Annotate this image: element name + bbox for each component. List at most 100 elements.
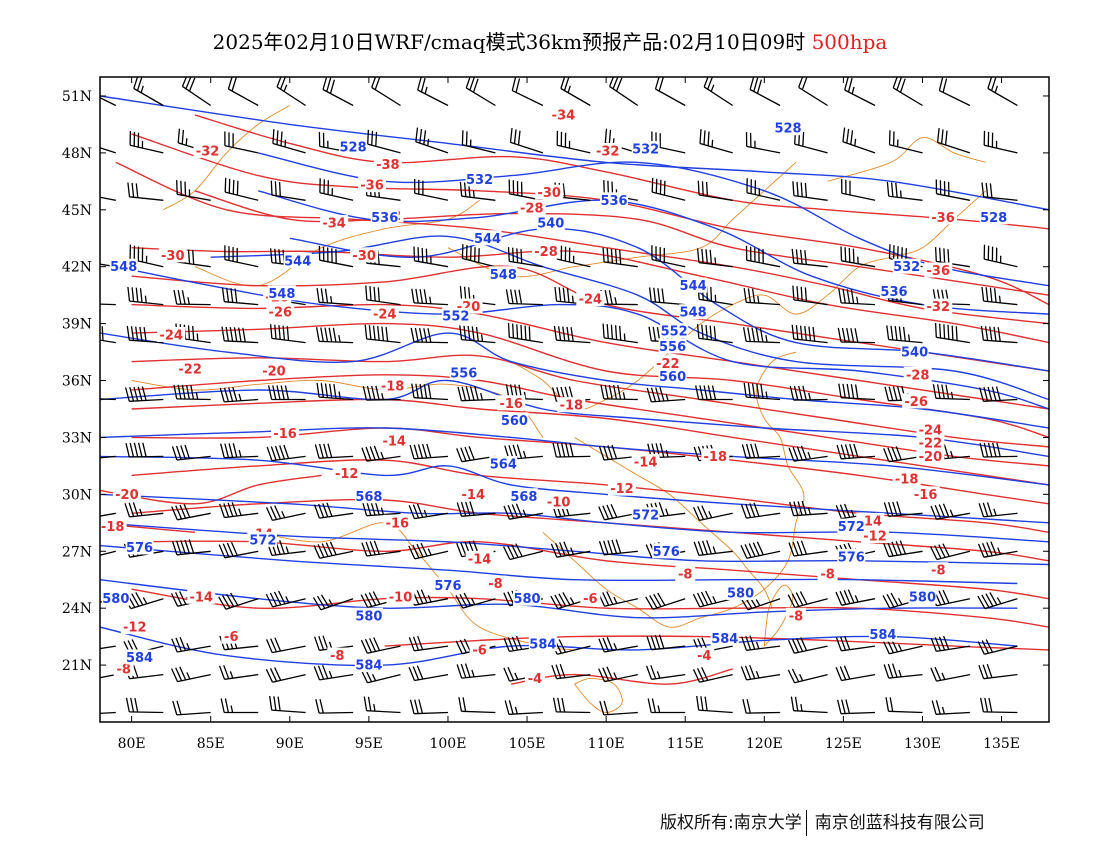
wind-barb-flag xyxy=(853,443,859,458)
wind-barb xyxy=(218,541,259,559)
temperature-contour-label: -34 xyxy=(552,108,576,123)
wind-barb-flag xyxy=(606,666,614,681)
wind-barb-flag xyxy=(284,385,290,400)
wind-barb-flag xyxy=(896,77,903,91)
height-contour-label: 580 xyxy=(102,592,129,607)
wind-barb-flag xyxy=(751,288,756,303)
wind-barb-flag xyxy=(756,79,763,94)
wind-barb-flag xyxy=(558,593,567,607)
wind-barb-flag xyxy=(796,286,799,301)
wind-barb-shaft xyxy=(367,673,401,684)
wind-barb-flag xyxy=(503,637,510,652)
wind-barb-shaft xyxy=(224,340,259,344)
wind-barb-flag xyxy=(743,288,747,303)
wind-barb-flag xyxy=(230,288,234,303)
wind-barb-flag xyxy=(740,504,748,519)
wind-barb-shaft xyxy=(604,337,638,344)
wind-barb-flag xyxy=(604,289,609,305)
wind-barb-half-flag xyxy=(570,547,575,555)
wind-barb-flag xyxy=(230,541,238,556)
wind-barb-flag xyxy=(608,77,615,87)
wind-barb xyxy=(553,325,591,344)
wind-barb-shaft xyxy=(176,455,211,461)
lat-tick-label: 33N xyxy=(62,430,92,446)
wind-barb-flag xyxy=(456,542,463,557)
wind-barb xyxy=(883,446,923,463)
wind-barb-shaft xyxy=(603,303,638,306)
wind-barb-half-flag xyxy=(96,510,99,517)
wind-barb-flag xyxy=(272,385,277,400)
wind-barb-shaft xyxy=(414,192,449,201)
wind-barb-flag xyxy=(661,288,665,303)
wind-barb-flag xyxy=(598,668,606,682)
wind-barb-flag xyxy=(705,590,713,605)
wind-barb-shaft xyxy=(793,338,828,344)
wind-barb-flag xyxy=(177,289,182,305)
wind-barb-flag xyxy=(317,503,325,518)
wind-barb-flag xyxy=(615,539,622,554)
wind-barb-shaft xyxy=(698,709,733,714)
height-contour-8 xyxy=(100,427,1049,486)
wind-barb-flag xyxy=(511,636,519,651)
wind-barb-shaft xyxy=(100,339,116,344)
wind-barb-flag xyxy=(229,326,234,342)
wind-barb-shaft xyxy=(888,673,923,679)
wind-barb xyxy=(697,180,733,201)
wind-barb-flag xyxy=(369,446,376,461)
wind-barb-flag xyxy=(375,385,380,401)
wind-barb xyxy=(100,303,116,306)
temperature-contour-label: -26 xyxy=(904,395,928,410)
wind-barb-flag xyxy=(797,501,803,516)
wind-barb xyxy=(361,540,401,557)
wind-barb xyxy=(977,639,1018,655)
wind-barb xyxy=(892,77,923,107)
wind-barb-flag xyxy=(562,326,566,341)
wind-barb-flag xyxy=(131,182,135,198)
wind-barb-flag xyxy=(896,386,902,401)
boundary-line-7 xyxy=(763,584,794,647)
wind-barb-flag xyxy=(804,182,808,198)
wind-barb-flag xyxy=(617,384,622,400)
wind-barb-flag xyxy=(512,247,515,263)
height-label-bg xyxy=(109,258,138,274)
wind-barb-shaft xyxy=(651,645,686,651)
wind-barb-half-flag xyxy=(144,295,147,303)
wind-barb-half-flag xyxy=(854,138,857,146)
wind-barb-flag xyxy=(563,541,570,556)
wind-barb-flag xyxy=(135,287,139,303)
wind-barb-half-flag xyxy=(371,674,377,682)
wind-barb-flag xyxy=(265,507,273,521)
wind-barb xyxy=(360,637,401,654)
boundary-line-1 xyxy=(258,522,575,651)
wind-barb-flag xyxy=(945,384,950,399)
wind-barb-flag xyxy=(744,544,752,558)
wind-barb-flag xyxy=(361,447,368,462)
wind-barb-flag xyxy=(570,327,574,342)
wind-barb-shaft xyxy=(414,598,449,606)
wind-barb-flag xyxy=(882,595,891,609)
wind-barb-flag xyxy=(989,592,998,606)
wind-barb-flag xyxy=(228,387,234,402)
wind-barb-shaft xyxy=(651,398,686,403)
wind-barb-flag xyxy=(551,664,558,679)
wind-barb-shaft xyxy=(461,398,496,402)
wind-barb-shaft xyxy=(604,673,638,683)
height-label-bg xyxy=(489,456,518,471)
height-contour-13 xyxy=(100,579,1018,619)
wind-barb-flag xyxy=(143,327,147,342)
wind-barb-flag xyxy=(793,385,799,401)
wind-barb-flag xyxy=(886,639,894,654)
wind-barb-flag xyxy=(273,696,277,711)
wind-barb-shaft xyxy=(100,455,116,459)
wind-barb-flag xyxy=(599,700,605,716)
height-label-bg xyxy=(283,253,312,269)
wind-barb xyxy=(987,77,1018,107)
wind-barb-shaft xyxy=(413,397,449,401)
wind-barb-flag xyxy=(366,385,372,401)
wind-barb-flag xyxy=(461,130,464,145)
wind-barb-half-flag xyxy=(338,391,341,399)
wind-barb-shaft xyxy=(889,645,923,655)
temperature-contour-label: -18 xyxy=(101,520,125,535)
wind-barb-shaft xyxy=(100,673,116,679)
wind-barb-flag xyxy=(751,383,756,398)
